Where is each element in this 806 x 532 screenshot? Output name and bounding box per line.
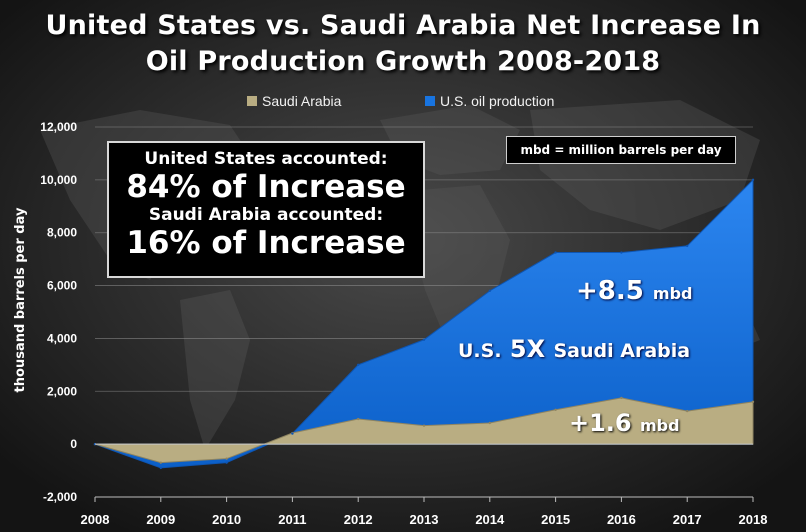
annotation-5x: U.S. 5X Saudi Arabia — [458, 335, 690, 363]
point-saudi-arabia — [488, 421, 491, 425]
chart-areas — [93, 178, 755, 470]
x-tick-label: 2011 — [278, 512, 306, 527]
callout-sa-share: 16% of Increase — [126, 225, 406, 261]
point-us-oil — [357, 363, 360, 367]
unit-note: mbd = million barrels per day — [506, 136, 736, 164]
x-tick-label: 2013 — [410, 512, 439, 527]
x-tick-label: 2012 — [344, 512, 373, 527]
x-tick-label: 2018 — [739, 512, 768, 527]
annotation-sa-value: +1.6 — [569, 409, 632, 437]
annotation-5x-main: 5X — [509, 335, 546, 363]
annotation-5x-prefix: U.S. — [458, 340, 502, 362]
x-tick-labels: 2008 2009 2010 2011 2012 2013 2014 2015 2016 2017… — [81, 512, 768, 527]
y-tick-label: 12,000 — [40, 120, 77, 134]
legend-label-us-oil: U.S. oil production — [440, 93, 555, 109]
x-tick-label: 2009 — [146, 512, 175, 527]
x-tick-label: 2016 — [607, 512, 636, 527]
legend-swatch-saudi-arabia — [247, 96, 257, 106]
point-saudi-arabia — [620, 396, 623, 400]
x-tick-label: 2008 — [81, 512, 110, 527]
point-us-oil — [554, 251, 557, 254]
annotation-us-value: +8.5 — [576, 276, 644, 306]
y-tick-label: -2,000 — [43, 490, 77, 504]
y-tick-label: 0 — [70, 437, 77, 451]
point-saudi-arabia — [554, 408, 557, 411]
point-us-oil — [751, 178, 755, 182]
annotation-us-unit: mbd — [652, 284, 693, 303]
point-saudi-arabia — [357, 417, 360, 421]
y-axis-label: thousand barrels per day — [13, 207, 28, 392]
legend-swatch-us-oil — [425, 96, 435, 106]
axes — [94, 443, 754, 502]
point-us-oil — [620, 251, 623, 254]
annotation-5x-suffix: Saudi Arabia — [553, 340, 691, 362]
annotation-sa-unit: mbd — [639, 416, 680, 435]
point-us-oil — [488, 289, 491, 293]
callout-sa-label: Saudi Arabia accounted: — [148, 205, 384, 225]
x-tick-label: 2010 — [212, 512, 241, 527]
legend-item-us-oil: U.S. oil production — [425, 93, 554, 109]
point-saudi-arabia — [686, 409, 689, 413]
point-us-oil — [159, 466, 162, 470]
share-callout-box: United States accounted: 84% of Increase… — [107, 141, 425, 278]
point-us-oil — [422, 338, 426, 341]
callout-us-share: 84% of Increase — [126, 169, 406, 205]
point-us-oil — [686, 244, 689, 248]
callout-us-label: United States accounted: — [144, 149, 388, 169]
y-tick-labels: -2,000 0 2,000 4,000 6,000 8,000 10,000 12,000 — [40, 120, 77, 504]
point-saudi-arabia — [751, 400, 755, 404]
annotation-us-increase: +8.5 mbd — [576, 276, 692, 306]
y-tick-label: 4,000 — [47, 331, 77, 345]
y-tick-label: 2,000 — [47, 384, 77, 398]
x-tick-label: 2014 — [475, 512, 505, 527]
legend-item-saudi-arabia: Saudi Arabia — [247, 93, 341, 109]
chart-title-line-1: United States vs. Saudi Arabia Net Incre… — [45, 10, 761, 41]
annotation-sa-increase: +1.6 mbd — [569, 409, 680, 437]
point-saudi-arabia — [422, 424, 426, 427]
y-tick-label: 10,000 — [40, 173, 77, 187]
point-us-oil — [291, 432, 294, 435]
legend-label-saudi-arabia: Saudi Arabia — [262, 93, 342, 109]
point-saudi-arabia — [225, 457, 228, 460]
point-us-oil — [225, 461, 228, 464]
x-tick-label: 2015 — [541, 512, 570, 527]
y-tick-label: 6,000 — [47, 279, 77, 293]
x-tick-label: 2017 — [673, 512, 702, 527]
point-saudi-arabia — [159, 461, 162, 464]
chart-title-line-2: Oil Production Growth 2008-2018 — [145, 46, 661, 77]
y-tick-label: 8,000 — [47, 226, 77, 240]
